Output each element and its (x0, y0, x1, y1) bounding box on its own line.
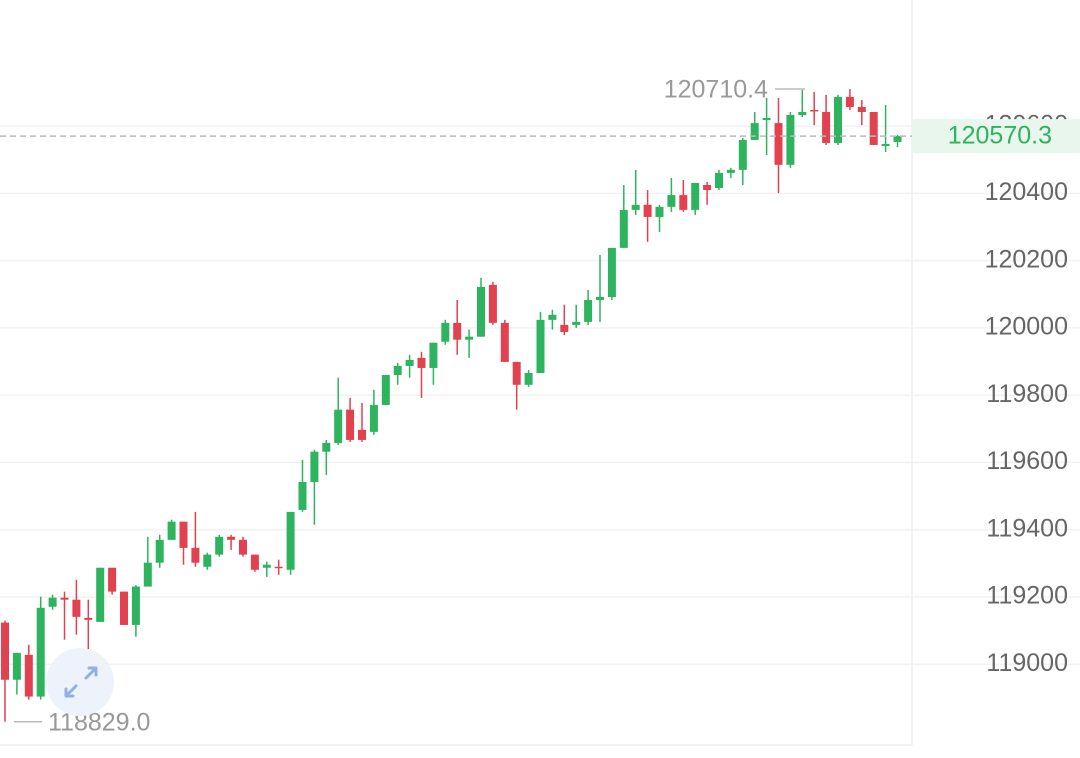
candle-body (881, 143, 890, 146)
grid (0, 125, 1080, 666)
candle-body (24, 654, 33, 697)
candle-body (477, 286, 485, 337)
y-tick-label: 120400 (985, 178, 1068, 206)
candle-body (524, 373, 533, 385)
candle-body (834, 96, 842, 143)
candle-body (810, 109, 819, 112)
candle-body (453, 322, 462, 340)
candle-body (584, 300, 593, 322)
candle-body (774, 123, 783, 165)
candle-body (548, 314, 557, 320)
last-price-label: 120570.3 (948, 122, 1052, 150)
candle-body (750, 123, 759, 140)
candle-body (131, 586, 140, 625)
candle-body (96, 567, 105, 622)
expand-bg[interactable] (46, 648, 114, 716)
candle-body (857, 106, 866, 113)
candles (1, 88, 902, 722)
y-tick-label: 120200 (985, 245, 1068, 273)
candle-body (36, 607, 45, 697)
candle-body (120, 591, 128, 625)
candle-body (250, 554, 259, 570)
candle-body (643, 204, 652, 217)
candle-body (310, 451, 319, 482)
y-tick-label: 119400 (986, 514, 1068, 542)
expand-icon[interactable] (64, 666, 98, 698)
candle-body (465, 336, 474, 340)
candle-body (869, 112, 878, 145)
candle-body (108, 567, 117, 592)
candle-body (667, 195, 676, 207)
candle-body (691, 182, 700, 210)
candle-body (429, 342, 438, 368)
candle-body (607, 247, 616, 297)
candle-body (715, 172, 723, 189)
candle-body (762, 118, 771, 121)
low-label: 118829.0 (48, 708, 150, 736)
candle-body (786, 115, 795, 165)
candle-body (155, 539, 164, 563)
candle-body (12, 652, 21, 680)
candle-body (239, 539, 247, 555)
candle-body (72, 599, 81, 617)
candle-body (274, 566, 283, 569)
candle-body (215, 536, 224, 555)
candle-body (358, 429, 366, 440)
candle-body (488, 284, 497, 323)
y-tick-label: 120000 (985, 313, 1068, 341)
candle-body (298, 481, 307, 510)
candle-body (417, 357, 426, 368)
expand-button[interactable] (46, 648, 114, 716)
high-label: 120710.4 (664, 76, 768, 104)
candle-body (60, 597, 69, 600)
candle-body (631, 204, 640, 210)
candle-body (726, 169, 735, 173)
last-price-box (912, 119, 1080, 154)
candle-body (84, 617, 93, 620)
candle-body (679, 195, 688, 210)
candle-body (655, 206, 664, 217)
candle-body (405, 359, 414, 366)
candle-body (393, 365, 402, 376)
candle-body (500, 322, 509, 362)
candle-body (441, 322, 450, 342)
candle-body (227, 536, 236, 540)
y-tick-label: 119200 (986, 582, 1068, 610)
candle-body (191, 547, 200, 563)
labels: 119000 119200 119400 119600 119800 120000 1202… (0, 76, 1080, 736)
y-tick-label: 119000 (986, 649, 1068, 677)
candle-body (262, 564, 271, 568)
candle-body (203, 554, 212, 567)
y-tick-label: 119600 (986, 447, 1068, 475)
candle-body (845, 96, 854, 107)
candle-body (536, 319, 545, 374)
candle-body (167, 521, 176, 540)
candle-body (893, 136, 902, 142)
candle-body (822, 112, 831, 143)
candle-body (1, 622, 9, 680)
candle-body (619, 209, 628, 248)
y-tick-label: 119800 (986, 380, 1068, 408)
candle-body (369, 404, 378, 432)
candle-body (286, 511, 295, 570)
candle-body (179, 521, 188, 548)
candle-body (381, 375, 390, 405)
candle-body (512, 361, 521, 385)
candle-body (596, 296, 604, 301)
candle-body (798, 112, 807, 116)
candle-body (322, 442, 331, 452)
candle-body (48, 597, 57, 607)
candle-body (572, 321, 581, 325)
candle-body (334, 409, 343, 443)
candle-body (143, 562, 152, 587)
candle-body (560, 324, 569, 332)
candle-body (703, 184, 712, 191)
candle-body (346, 409, 355, 440)
candle-body (738, 139, 747, 170)
